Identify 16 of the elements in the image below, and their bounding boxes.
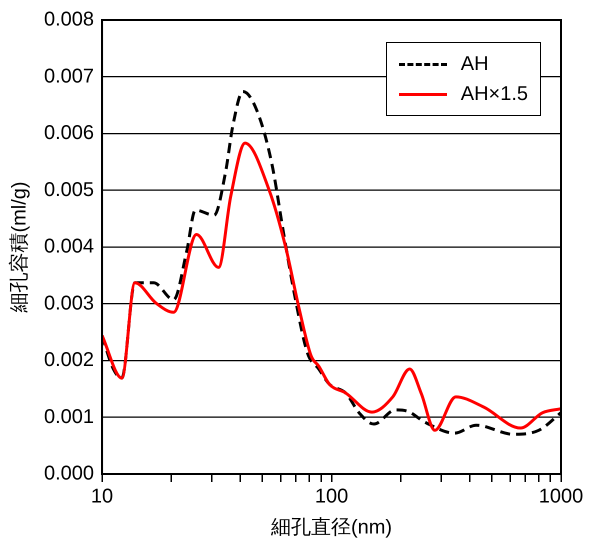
x-tick-label: 100: [314, 486, 348, 508]
y-tick-label: 0.004: [44, 236, 94, 258]
y-tick-label: 0.000: [44, 462, 94, 485]
y-tick-label: 0.002: [44, 349, 94, 372]
y-axis-title: 細孔容積(ml/g): [8, 181, 31, 314]
legend-label: AH×1.5: [460, 82, 528, 106]
y-tick-label: 0.006: [44, 122, 94, 144]
legend-label: AH: [460, 52, 489, 76]
y-tick-label: 0.007: [44, 65, 94, 88]
x-tick-label: 10: [90, 486, 114, 508]
y-tick-label: 0.005: [44, 178, 94, 201]
x-tick-label: 1000: [538, 486, 584, 508]
y-tick-label: 0.008: [44, 8, 94, 31]
y-tick-label: 0.001: [44, 406, 94, 428]
y-tick-label: 0.003: [44, 292, 94, 314]
x-axis-title: 細孔直径(nm): [270, 516, 392, 539]
